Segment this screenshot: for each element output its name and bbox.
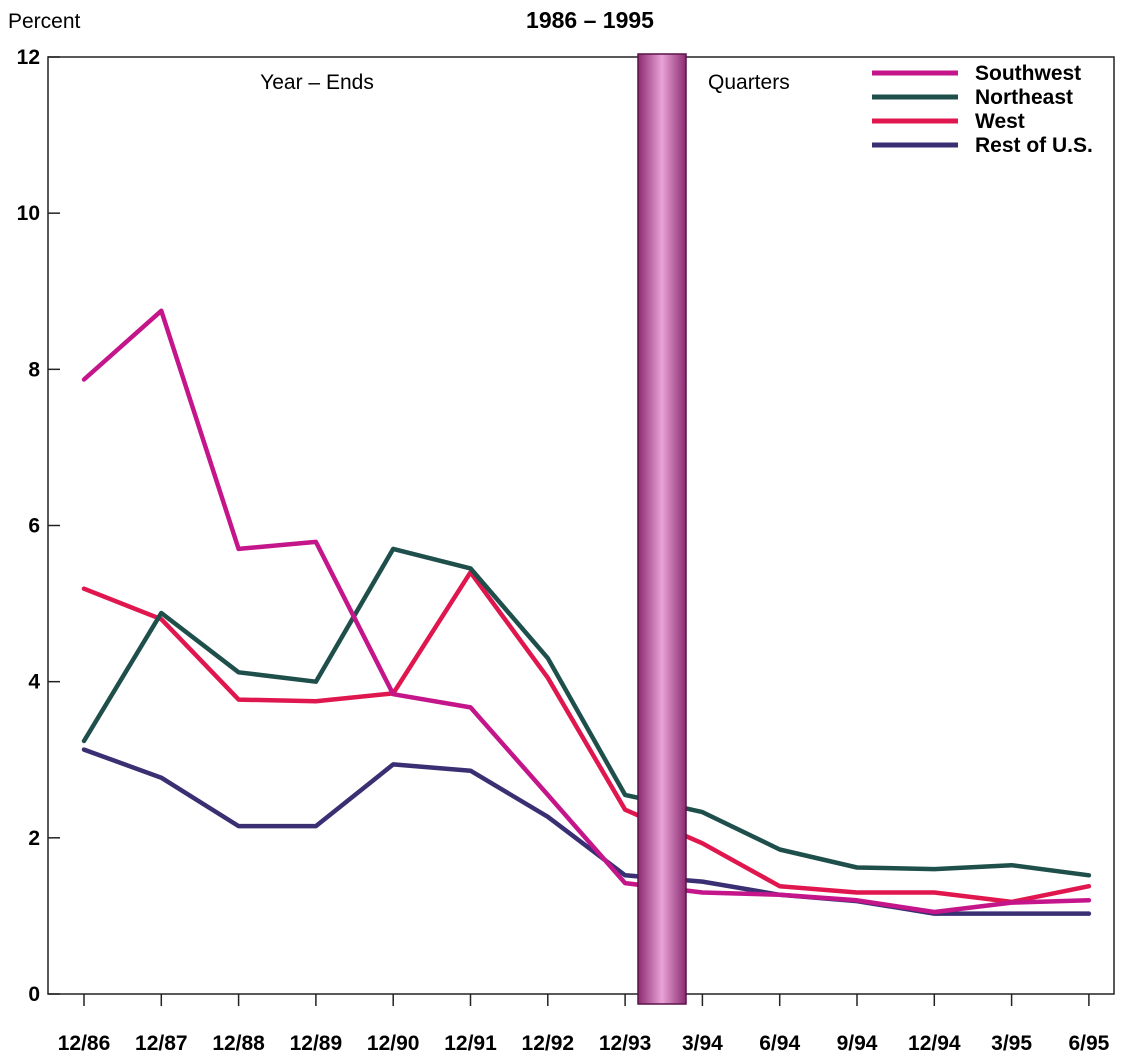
x-axis: 12/86 12/87 12/88 12/89 12/90 12/91 12/92 12/93… xyxy=(58,994,1110,1055)
y-tick-label: 12 xyxy=(17,46,40,69)
chart-title: 1986 – 1995 xyxy=(526,7,654,33)
x-tick-label: 12/86 xyxy=(58,1032,111,1055)
series-line-northeast xyxy=(81,546,1092,878)
series-line-rest-of-u-s xyxy=(81,747,1092,916)
x-tick-label: 12/89 xyxy=(290,1032,343,1055)
y-axis-label: Percent xyxy=(8,10,81,33)
series-lines xyxy=(81,308,1092,916)
annotation-year-ends: Year – Ends xyxy=(260,71,374,94)
x-tick-label: 12/87 xyxy=(135,1032,188,1055)
series-line-southwest xyxy=(81,308,1092,915)
x-tick-label: 12/93 xyxy=(599,1032,652,1055)
x-tick-label: 6/95 xyxy=(1068,1032,1109,1055)
x-tick-label: 12/94 xyxy=(908,1032,961,1055)
period-separator-bar xyxy=(637,53,687,1005)
x-tick-label: 12/90 xyxy=(367,1032,420,1055)
x-tick-label: 6/94 xyxy=(759,1032,800,1055)
y-tick-label: 0 xyxy=(28,983,40,1006)
x-tick-label: 9/94 xyxy=(837,1032,878,1055)
legend-label: Southwest xyxy=(975,62,1081,85)
y-axis: 0 2 4 6 8 10 12 xyxy=(17,46,60,1006)
y-tick-label: 6 xyxy=(28,515,40,538)
legend-label: West xyxy=(975,110,1025,133)
legend-label: Northeast xyxy=(975,86,1073,109)
x-tick-label: 3/94 xyxy=(682,1032,723,1055)
x-tick-label: 12/92 xyxy=(522,1032,575,1055)
y-tick-label: 10 xyxy=(17,202,40,225)
x-tick-label: 12/88 xyxy=(212,1032,265,1055)
series-line-west xyxy=(81,570,1092,905)
y-tick-label: 4 xyxy=(28,671,40,694)
x-tick-label: 12/91 xyxy=(444,1032,497,1055)
y-tick-label: 2 xyxy=(28,827,40,850)
plot-frame xyxy=(47,56,1115,995)
legend-label: Rest of U.S. xyxy=(975,134,1093,157)
x-tick-label: 3/95 xyxy=(991,1032,1032,1055)
annotation-quarters: Quarters xyxy=(708,71,790,94)
y-tick-label: 8 xyxy=(28,358,40,381)
